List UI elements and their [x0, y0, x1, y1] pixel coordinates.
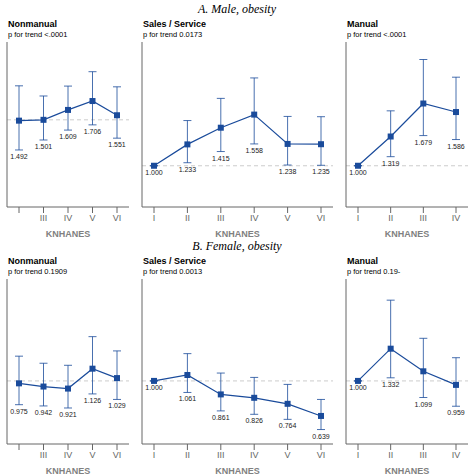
svg-text:1.551: 1.551	[108, 141, 126, 148]
svg-text:I: I	[357, 450, 360, 460]
svg-text:III: III	[40, 213, 48, 223]
svg-text:III: III	[217, 450, 225, 460]
svg-text:VI: VI	[113, 213, 122, 223]
svg-text:1.501: 1.501	[35, 143, 53, 150]
svg-text:1.415: 1.415	[212, 155, 230, 162]
svg-text:0.826: 0.826	[245, 417, 263, 424]
svg-text:IV: IV	[452, 213, 461, 223]
svg-text:1.029: 1.029	[108, 402, 126, 409]
svg-text:KNHANES: KNHANES	[215, 229, 260, 237]
svg-text:III: III	[420, 450, 428, 460]
svg-text:V: V	[285, 213, 291, 223]
html-text:p for trend 0.1909: p for trend 0.1909	[8, 267, 68, 276]
svg-text:1.492: 1.492	[10, 153, 28, 160]
svg-text:1.706: 1.706	[84, 128, 102, 135]
svg-text:0.861: 0.861	[212, 414, 230, 421]
svg-text:VI: VI	[113, 450, 122, 460]
svg-text:1.679: 1.679	[415, 139, 433, 146]
svg-text:0.942: 0.942	[35, 409, 53, 416]
svg-text:1.233: 1.233	[179, 166, 197, 173]
svg-text:II: II	[185, 450, 190, 460]
svg-text:KNHANES: KNHANES	[46, 466, 91, 474]
svg-text:II: II	[388, 450, 393, 460]
html-text:p for trend 0.19-: p for trend 0.19-	[347, 267, 401, 276]
svg-text:III: III	[217, 213, 225, 223]
html-text:p for trend <.0001: p for trend <.0001	[347, 30, 407, 39]
html-text:p for trend <.0001: p for trend <.0001	[8, 30, 68, 39]
svg-text:0.764: 0.764	[279, 422, 297, 429]
svg-text:V: V	[89, 213, 95, 223]
svg-text:1.586: 1.586	[447, 143, 465, 150]
html-text:Manual: Manual	[347, 256, 378, 266]
svg-text:0.639: 0.639	[312, 433, 330, 440]
svg-text:1.558: 1.558	[245, 147, 263, 154]
svg-text:I: I	[153, 213, 156, 223]
svg-text:IV: IV	[250, 213, 259, 223]
svg-text:1.099: 1.099	[415, 401, 433, 408]
svg-text:1.332: 1.332	[382, 381, 400, 388]
svg-text:V: V	[285, 450, 291, 460]
svg-text:I: I	[153, 450, 156, 460]
svg-text:III: III	[40, 450, 48, 460]
html-text:Sales / Service: Sales / Service	[143, 19, 207, 29]
html-text:Manual: Manual	[347, 19, 378, 29]
svg-text:0.975: 0.975	[10, 408, 28, 415]
svg-text:KNHANES: KNHANES	[215, 466, 260, 474]
svg-text:IV: IV	[64, 450, 73, 460]
html-text:Nonmanual: Nonmanual	[8, 19, 57, 29]
svg-text:KNHANES: KNHANES	[385, 229, 430, 237]
svg-text:1.235: 1.235	[312, 168, 330, 175]
svg-text:1.061: 1.061	[179, 395, 197, 402]
svg-text:0.921: 0.921	[59, 411, 77, 418]
svg-text:II: II	[185, 213, 190, 223]
html-text:p for trend 0.0013: p for trend 0.0013	[143, 267, 203, 276]
svg-text:I: I	[357, 213, 360, 223]
svg-text:1.126: 1.126	[84, 397, 102, 404]
svg-text:0.959: 0.959	[447, 409, 465, 416]
html-text:B. Female, obesity: B. Female, obesity	[192, 239, 282, 253]
svg-text:IV: IV	[452, 450, 461, 460]
svg-text:III: III	[420, 213, 428, 223]
html-text:Sales / Service: Sales / Service	[143, 256, 207, 266]
svg-text:1.319: 1.319	[382, 160, 400, 167]
svg-text:IV: IV	[250, 450, 259, 460]
svg-text:1.000: 1.000	[349, 384, 367, 391]
svg-text:KNHANES: KNHANES	[46, 229, 91, 237]
svg-text:II: II	[388, 213, 393, 223]
svg-text:KNHANES: KNHANES	[385, 466, 430, 474]
svg-text:1.238: 1.238	[279, 168, 297, 175]
svg-text:V: V	[89, 450, 95, 460]
svg-text:IV: IV	[64, 213, 73, 223]
svg-text:1.609: 1.609	[59, 133, 77, 140]
html-text:Nonmanual: Nonmanual	[8, 256, 57, 266]
svg-text:1.000: 1.000	[145, 384, 163, 391]
html-text:A. Male, obesity: A. Male, obesity	[198, 2, 276, 16]
svg-text:VI: VI	[317, 450, 326, 460]
html-text:p for trend 0.0173: p for trend 0.0173	[143, 30, 203, 39]
svg-text:1.000: 1.000	[349, 169, 367, 176]
svg-text:VI: VI	[317, 213, 326, 223]
svg-text:1.000: 1.000	[145, 169, 163, 176]
